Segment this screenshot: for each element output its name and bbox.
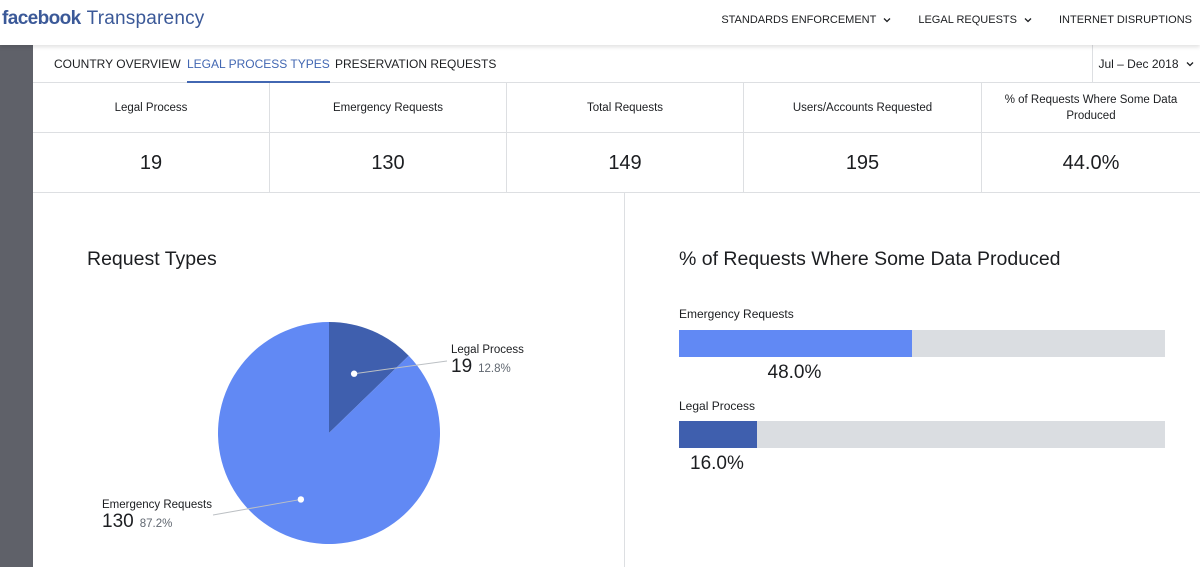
callout-value: 19 (451, 356, 473, 377)
tab-legal-process-types[interactable]: LEGAL PROCESS TYPES (187, 45, 330, 83)
bar-track-legal (679, 421, 1165, 448)
stat-data-produced: % of Requests Where Some Data Produced 4… (982, 83, 1200, 193)
pie-callout-emergency-requests: Emergency Requests 130 87.2% (102, 499, 212, 533)
stat-label: Users/Accounts Requested (744, 83, 981, 133)
bar-percent-legal: 16.0% (690, 453, 744, 474)
top-nav: STANDARDS ENFORCEMENT LEGAL REQUESTS INT… (695, 0, 1192, 40)
request-types-panel: Request Types Legal Process 19 12.8% Emer… (33, 193, 624, 567)
bar-track-emergency (679, 330, 1165, 357)
bar-fill-legal (679, 421, 757, 448)
chevron-down-icon (1185, 59, 1195, 69)
callout-label: Emergency Requests (102, 499, 212, 511)
request-types-pie-chart (212, 322, 448, 544)
period-value: Jul – Dec 2018 (1098, 57, 1179, 71)
brand-logo[interactable]: facebook Transparency (2, 8, 204, 30)
side-strip (0, 45, 33, 567)
stat-emergency-requests: Emergency Requests 130 (270, 83, 507, 193)
nav-standards-enforcement[interactable]: STANDARDS ENFORCEMENT (721, 14, 892, 26)
stat-value: 44.0% (1062, 151, 1120, 174)
stat-legal-process: Legal Process 19 (33, 83, 270, 193)
bar-percent-emergency: 48.0% (767, 362, 822, 383)
callout-label: Legal Process (451, 344, 524, 356)
stat-value: 149 (608, 151, 642, 174)
stat-total-requests: Total Requests 149 (507, 83, 744, 193)
pie-leader-dot (297, 496, 305, 503)
callout-value: 130 (102, 511, 134, 532)
pie-slice-emergency-requests[interactable] (217, 322, 440, 544)
period-select[interactable]: Jul – Dec 2018 (1092, 45, 1200, 83)
stat-label: Total Requests (507, 83, 743, 133)
tab-preservation-requests[interactable]: PRESERVATION REQUESTS (335, 57, 497, 71)
chevron-down-icon (882, 15, 892, 25)
data-produced-title: % of Requests Where Some Data Produced (679, 248, 1061, 270)
stat-label: Emergency Requests (270, 83, 506, 133)
nav-label: INTERNET DISRUPTIONS (1058, 14, 1192, 26)
chevron-down-icon (1023, 15, 1033, 25)
stat-label: % of Requests Where Some Data Produced (982, 83, 1200, 133)
stat-value: 130 (371, 151, 405, 174)
stats-table: Legal Process 19 Emergency Requests 130 … (33, 83, 1200, 193)
panel-divider (624, 193, 625, 567)
pie-leader-line (354, 360, 448, 375)
top-header: facebook Transparency STANDARDS ENFORCEME… (0, 0, 1200, 45)
stat-value: 19 (139, 151, 163, 174)
pie-leader-line (212, 498, 301, 516)
nav-internet-disruptions[interactable]: INTERNET DISRUPTIONS (1059, 14, 1192, 26)
brand-wordmark: facebook (2, 8, 81, 29)
stat-users-accounts: Users/Accounts Requested 195 (744, 83, 982, 193)
stat-label: Legal Process (33, 83, 269, 133)
brand-product: Transparency (86, 8, 205, 29)
pie-leader-dot (350, 370, 358, 377)
callout-percent: 87.2% (139, 518, 173, 530)
nav-label: STANDARDS ENFORCEMENT (721, 14, 877, 26)
nav-legal-requests[interactable]: LEGAL REQUESTS (918, 14, 1033, 26)
bar-fill-emergency (679, 330, 912, 357)
bar-label-emergency: Emergency Requests (679, 307, 794, 321)
bar-label-legal: Legal Process (679, 399, 756, 413)
pie-callout-legal-process: Legal Process 19 12.8% (451, 344, 524, 378)
callout-percent: 12.8% (478, 363, 511, 375)
stat-value: 195 (845, 151, 880, 174)
pie-slice-legal-process[interactable] (329, 322, 409, 433)
request-types-title: Request Types (87, 248, 217, 270)
content-card: COUNTRY OVERVIEW LEGAL PROCESS TYPES PRE… (33, 45, 1200, 567)
nav-label: LEGAL REQUESTS (918, 14, 1017, 26)
sub-nav: COUNTRY OVERVIEW LEGAL PROCESS TYPES PRE… (33, 45, 1200, 83)
tab-country-overview[interactable]: COUNTRY OVERVIEW (54, 57, 181, 71)
